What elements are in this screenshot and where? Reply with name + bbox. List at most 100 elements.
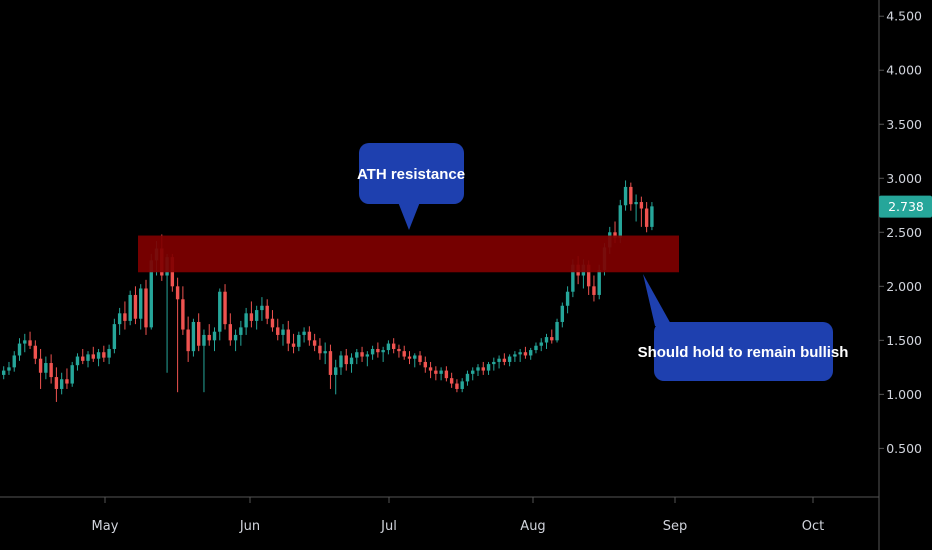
candle-body: [555, 321, 559, 341]
candle-body: [202, 334, 206, 346]
candle-body: [17, 343, 22, 356]
candle-body: [449, 378, 454, 384]
candle-body: [455, 383, 459, 389]
candle-body: [355, 352, 359, 358]
candle-body: [223, 291, 227, 325]
candle-body: [270, 318, 275, 328]
candle-body: [586, 264, 591, 287]
candle-body: [65, 379, 69, 384]
candle-body: [460, 381, 464, 389]
candle-body: [434, 370, 438, 374]
candle-body: [96, 352, 101, 359]
ath-resistance-zone: [138, 235, 679, 273]
ath-resistance-callout: ATH resistance: [357, 143, 465, 230]
candle-body: [128, 294, 132, 321]
y-tick-label: 4.000: [886, 63, 922, 78]
candle-body: [38, 358, 43, 373]
candle-body: [260, 305, 264, 311]
candle-body: [328, 351, 333, 375]
x-tick-label: Oct: [802, 519, 824, 534]
candle-body: [175, 286, 180, 300]
candle-body: [191, 321, 196, 352]
candle-body: [149, 260, 153, 328]
candle-body: [339, 355, 343, 368]
candle-body: [75, 356, 80, 366]
hold-callout: Should hold to remain bullish: [638, 274, 849, 381]
candle-body: [239, 327, 243, 335]
ath-callout-pointer: [398, 202, 420, 230]
candle-body: [476, 367, 480, 371]
candle-body: [544, 337, 549, 343]
last-price-bg: [879, 195, 932, 218]
candle-body: [360, 352, 364, 357]
candle-body: [502, 358, 507, 362]
candle-body: [376, 348, 380, 353]
candle-body: [381, 350, 385, 353]
candle-body: [249, 313, 254, 321]
x-tick-label: May: [92, 519, 119, 534]
candle-body: [102, 352, 106, 358]
candle-body: [181, 299, 185, 330]
candle-body: [117, 313, 122, 325]
candle-body: [281, 329, 285, 335]
candle-body: [397, 348, 401, 352]
candle-body: [523, 352, 528, 356]
candle-body: [518, 352, 522, 355]
candle-body: [139, 288, 143, 319]
candle-body: [44, 363, 48, 373]
hold-callout-pointer: [643, 274, 672, 326]
candle-body: [497, 358, 501, 362]
candle-body: [81, 356, 85, 361]
candle-body: [133, 294, 138, 319]
candle-body: [597, 270, 601, 295]
y-axis-ticks[interactable]: 0.500 1.000 1.500 2.000 2.500 3.000 3.500 4.000…: [879, 9, 922, 456]
candle-body: [207, 334, 211, 341]
y-tick-label: 3.000: [886, 171, 922, 186]
candle-body: [228, 324, 233, 341]
candle-body: [560, 305, 565, 322]
candle-body: [49, 363, 53, 378]
candle-body: [297, 334, 301, 347]
candle-body: [233, 334, 238, 341]
candle-body: [629, 186, 633, 205]
candle-body: [196, 321, 201, 346]
candle-body: [465, 373, 470, 382]
candle-body: [244, 313, 248, 328]
candle-body: [23, 340, 27, 344]
candle-body: [318, 345, 322, 354]
candle-body: [413, 355, 417, 359]
candle-body: [334, 367, 338, 375]
candle-body: [349, 357, 354, 365]
candle-body: [7, 367, 11, 371]
hold-callout-text: Should hold to remain bullish: [638, 344, 849, 361]
candle-body: [444, 370, 449, 379]
candle-body: [107, 348, 111, 358]
candle-body: [144, 288, 148, 328]
candle-body: [592, 286, 596, 295]
candle-body: [307, 331, 312, 341]
y-tick-label: 1.500: [886, 333, 922, 348]
candle-body: [302, 331, 306, 335]
candle-body: [28, 340, 32, 346]
candle-body: [639, 202, 644, 209]
candle-body: [634, 202, 638, 205]
y-tick-label: 1.000: [886, 387, 922, 402]
ath-callout-text: ATH resistance: [357, 166, 465, 183]
candle-body: [91, 354, 95, 359]
x-axis-ticks[interactable]: May Jun Jul Aug Sep Oct: [92, 497, 825, 534]
candle-body: [407, 356, 412, 359]
x-tick-label: Sep: [663, 519, 688, 534]
x-tick-label: Aug: [520, 519, 545, 534]
last-price-badge: 2.738: [879, 195, 932, 218]
candle-body: [481, 367, 485, 371]
y-tick-label: 4.500: [886, 9, 922, 24]
candle-body: [276, 327, 280, 335]
candle-body: [534, 345, 538, 351]
candle-body: [539, 342, 543, 346]
candle-body: [2, 370, 6, 375]
candle-body: [386, 343, 391, 351]
candle-body: [423, 361, 427, 368]
candle-body: [112, 324, 117, 349]
